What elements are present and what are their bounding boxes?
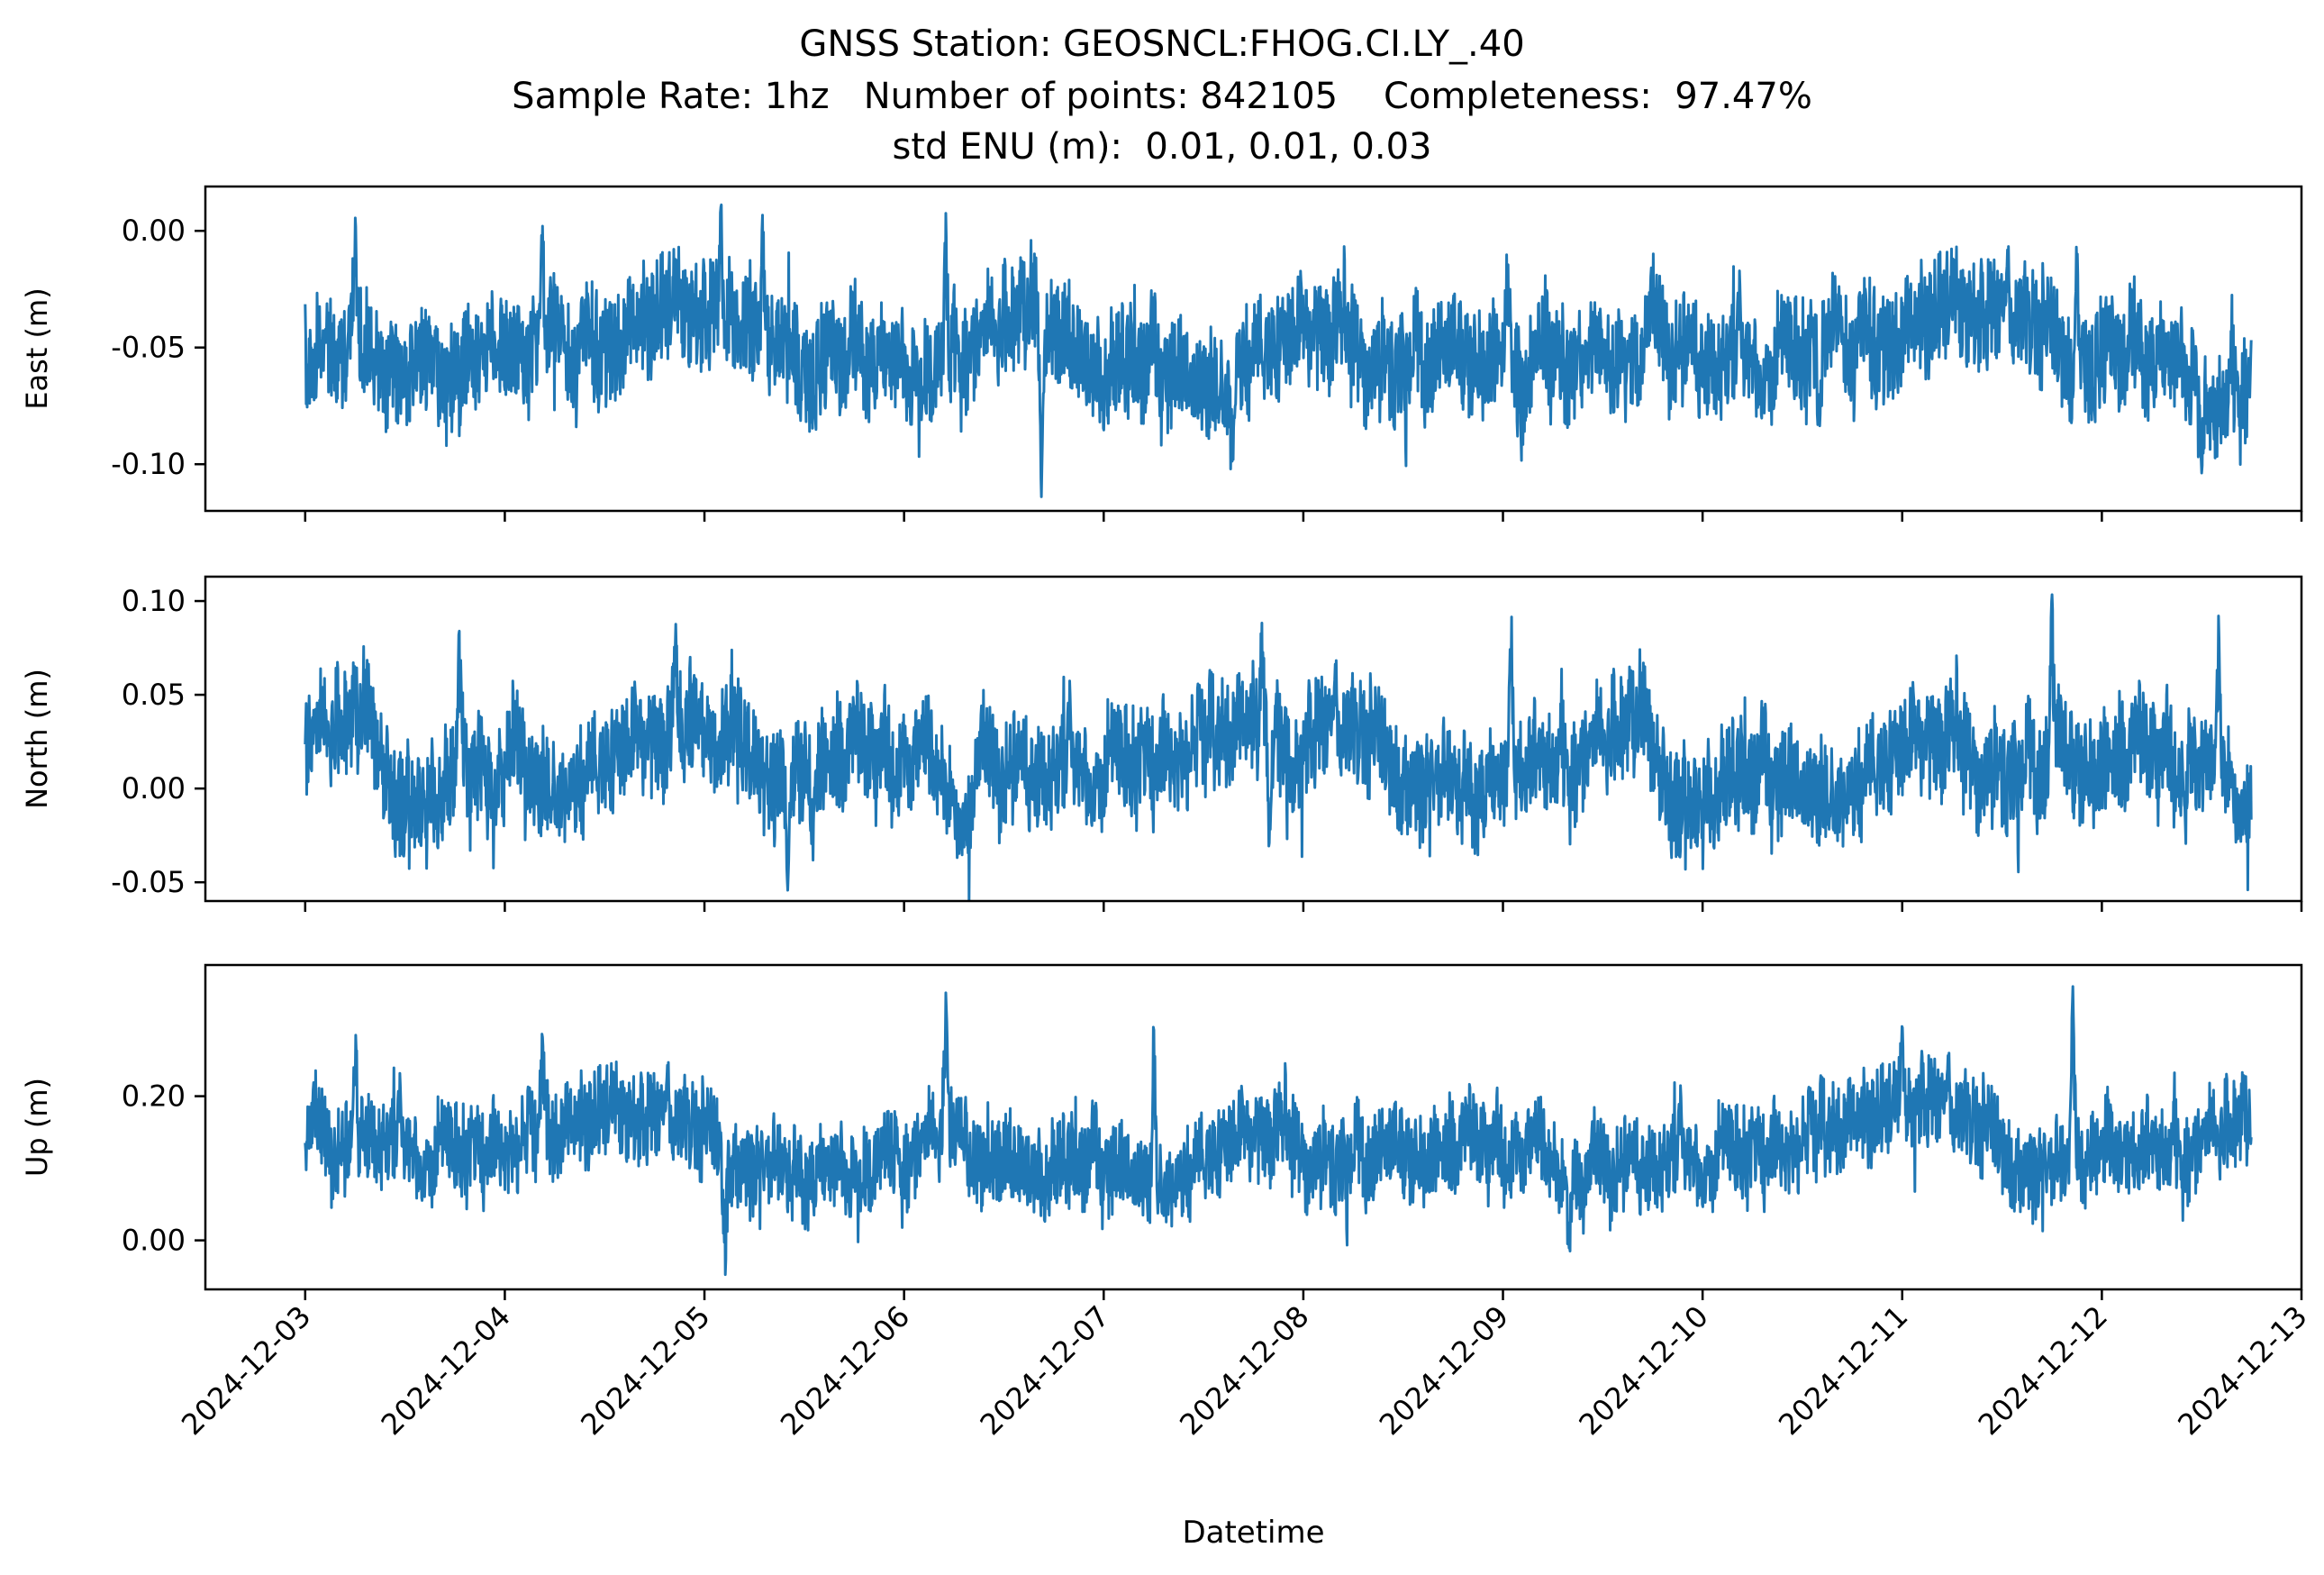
x-tick-label: 2024-12-08 (1173, 1299, 1315, 1442)
up-series-line (304, 985, 2253, 1277)
up-y-tick-label: 0.20 (122, 1079, 186, 1114)
x-tick-label: 2024-12-13 (2171, 1299, 2313, 1442)
east-y-tick-label: -0.10 (111, 447, 186, 481)
x-tick-label: 2024-12-09 (1373, 1299, 1515, 1442)
x-tick-label: 2024-12-04 (375, 1299, 517, 1442)
east-y-ticks: 0.00 -0.05 -0.10 (111, 214, 205, 481)
x-tick-label: 2024-12-06 (774, 1299, 916, 1442)
north-series-line (304, 593, 2253, 903)
up-y-ticks: 0.20 0.00 (122, 1079, 205, 1258)
up-x-ticks: 2024-12-03 2024-12-04 2024-12-05 2024-12-06… (175, 1289, 2314, 1442)
east-y-axis-label: East (m) (20, 287, 54, 409)
north-y-tick-label: 0.00 (122, 771, 186, 806)
x-tick-label: 2024-12-05 (574, 1299, 716, 1442)
up-axes-frame (204, 963, 2303, 1291)
north-y-ticks: 0.10 0.05 0.00 -0.05 (111, 584, 205, 899)
north-axes-frame (204, 575, 2303, 903)
north-y-axis-label: North (m) (20, 669, 54, 809)
east-x-ticks (304, 511, 2303, 522)
chart-title-line-2: Sample Rate: 1hz Number of points: 84210… (512, 76, 1812, 117)
chart-title-line-3: std ENU (m): 0.01, 0.01, 0.03 (892, 126, 1432, 168)
panel-up: 0.200.00 2024-12-03 2024-12-04 2024-12-05 2… (20, 963, 2314, 1442)
up-series-path (304, 985, 2253, 1277)
north-y-tick-label: 0.10 (122, 584, 186, 618)
x-tick-label: 2024-12-07 (974, 1299, 1116, 1442)
panel-east: 0.00 -0.05 -0.10 East (m) (20, 185, 2303, 522)
east-y-tick-label: 0.00 (122, 214, 186, 248)
north-y-tick-label: -0.05 (111, 865, 186, 899)
x-tick-label: 2024-12-12 (1972, 1299, 2114, 1442)
x-tick-label: 2024-12-03 (175, 1299, 317, 1442)
x-tick-label: 2024-12-11 (1772, 1299, 1914, 1442)
north-x-ticks (304, 901, 2303, 912)
chart-title-line-1: GNSS Station: GEOSNCL:FHOG.CI.LY_.40 (799, 23, 1525, 65)
up-y-axis-label: Up (m) (20, 1078, 54, 1177)
east-series-line (304, 203, 2253, 498)
east-y-tick-label: -0.05 (111, 331, 186, 365)
east-axes-frame (204, 185, 2303, 513)
x-axis-label: Datetime (1182, 1515, 1324, 1551)
north-y-tick-label: 0.05 (122, 678, 186, 712)
east-series-path (304, 203, 2253, 498)
up-y-tick-label: 0.00 (122, 1224, 186, 1258)
x-tick-label: 2024-12-10 (1572, 1299, 1714, 1442)
panel-north: 0.10 0.05 0.00 -0.05 North (m) (20, 575, 2303, 912)
north-series-path (304, 593, 2253, 903)
